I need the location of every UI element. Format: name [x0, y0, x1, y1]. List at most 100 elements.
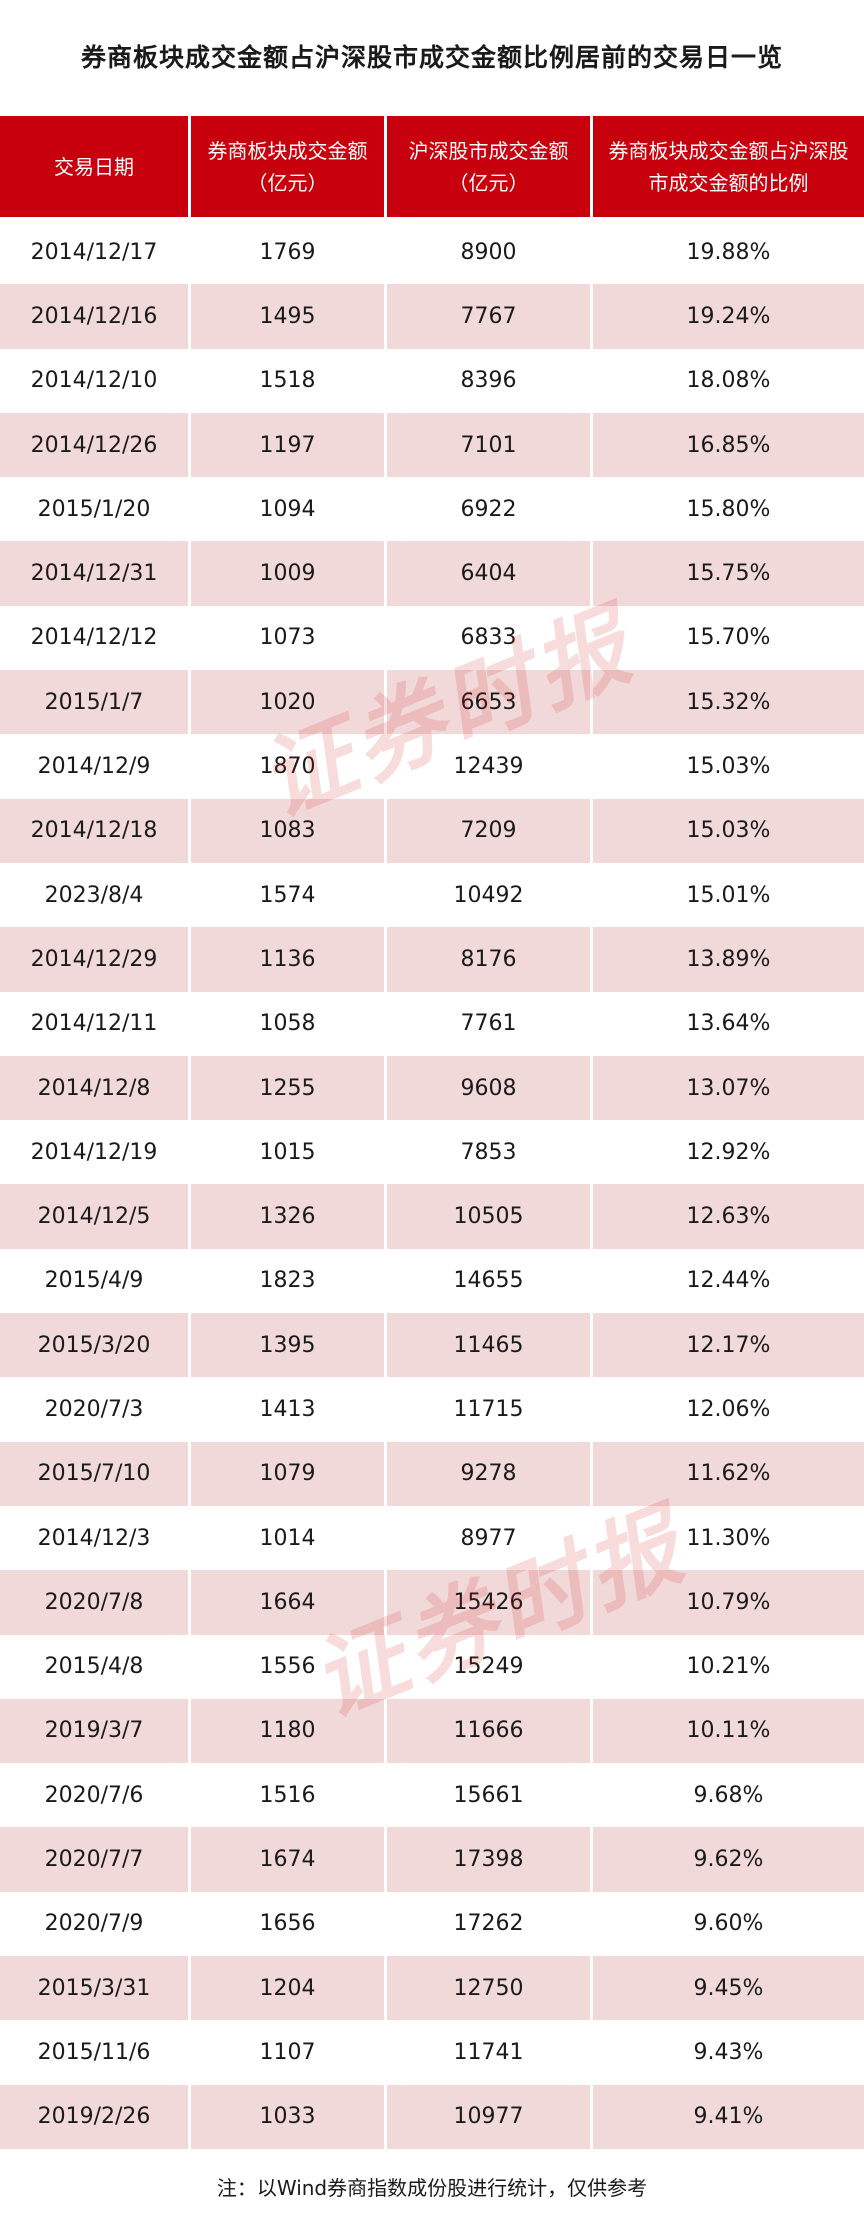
cell-trade-date: 2015/1/20 [0, 477, 191, 542]
cell-turnover-ratio: 12.44% [593, 1248, 864, 1314]
cell-broker-turnover: 1823 [191, 1248, 387, 1314]
table-row: 2015/4/8 1556 15249 10.21% [0, 1634, 864, 1699]
cell-market-turnover: 12750 [387, 1956, 593, 2021]
table-row: 2014/12/19 1015 7853 12.92% [0, 1120, 864, 1185]
table-row: 2019/2/26 1033 10977 9.41% [0, 2084, 864, 2149]
cell-turnover-ratio: 10.79% [593, 1570, 864, 1635]
table-row: 2015/1/7 1020 6653 15.32% [0, 670, 864, 735]
cell-trade-date: 2014/12/9 [0, 734, 191, 799]
table-row: 2014/12/8 1255 9608 13.07% [0, 1055, 864, 1121]
cell-market-turnover: 10492 [387, 862, 593, 928]
cell-turnover-ratio: 12.92% [593, 1120, 864, 1185]
table-row: 2020/7/3 1413 11715 12.06% [0, 1377, 864, 1442]
cell-market-turnover: 15661 [387, 1763, 593, 1828]
table-row: 2014/12/10 1518 8396 18.08% [0, 348, 864, 413]
cell-trade-date: 2019/3/7 [0, 1698, 191, 1764]
cell-broker-turnover: 1255 [191, 1055, 387, 1121]
cell-turnover-ratio: 15.75% [593, 541, 864, 606]
table-row: 2014/12/11 1058 7761 13.64% [0, 991, 864, 1056]
cell-broker-turnover: 1094 [191, 477, 387, 542]
cell-turnover-ratio: 9.41% [593, 2084, 864, 2149]
cell-market-turnover: 6404 [387, 541, 593, 606]
cell-broker-turnover: 1107 [191, 2020, 387, 2085]
table-row: 2014/12/31 1009 6404 15.75% [0, 541, 864, 606]
cell-trade-date: 2020/7/8 [0, 1570, 191, 1635]
cell-trade-date: 2014/12/10 [0, 348, 191, 413]
cell-trade-date: 2014/12/12 [0, 605, 191, 671]
cell-turnover-ratio: 9.43% [593, 2020, 864, 2085]
cell-turnover-ratio: 12.63% [593, 1184, 864, 1249]
cell-market-turnover: 8176 [387, 927, 593, 992]
table-row: 2015/1/20 1094 6922 15.80% [0, 477, 864, 542]
cell-market-turnover: 11465 [387, 1313, 593, 1378]
cell-turnover-ratio: 10.21% [593, 1634, 864, 1699]
cell-turnover-ratio: 10.11% [593, 1698, 864, 1764]
cell-turnover-ratio: 18.08% [593, 348, 864, 413]
cell-market-turnover: 6833 [387, 605, 593, 671]
table-row: 2020/7/8 1664 15426 10.79% [0, 1570, 864, 1635]
cell-turnover-ratio: 13.07% [593, 1055, 864, 1121]
cell-market-turnover: 7209 [387, 798, 593, 863]
cell-turnover-ratio: 13.64% [593, 991, 864, 1056]
table-row: 2014/12/29 1136 8176 13.89% [0, 927, 864, 992]
header-row: 交易日期 券商板块成交金额（亿元） 沪深股市成交金额（亿元） 券商板块成交金额占… [0, 116, 864, 220]
cell-trade-date: 2015/3/20 [0, 1313, 191, 1378]
cell-market-turnover: 15426 [387, 1570, 593, 1635]
cell-trade-date: 2015/4/8 [0, 1634, 191, 1699]
cell-market-turnover: 11715 [387, 1377, 593, 1442]
cell-broker-turnover: 1073 [191, 605, 387, 671]
cell-broker-turnover: 1136 [191, 927, 387, 992]
cell-trade-date: 2015/7/10 [0, 1441, 191, 1506]
cell-market-turnover: 9278 [387, 1441, 593, 1506]
table-row: 2020/7/9 1656 17262 9.60% [0, 1891, 864, 1957]
page-title: 券商板块成交金额占沪深股市成交金额比例居前的交易日一览 [80, 43, 783, 72]
table-row: 2014/12/9 1870 12439 15.03% [0, 734, 864, 799]
cell-market-turnover: 10505 [387, 1184, 593, 1249]
header-broker-turnover: 券商板块成交金额（亿元） [191, 116, 387, 220]
cell-trade-date: 2020/7/6 [0, 1763, 191, 1828]
table-row: 2019/3/7 1180 11666 10.11% [0, 1698, 864, 1764]
header-market-turnover: 沪深股市成交金额（亿元） [387, 116, 593, 220]
cell-trade-date: 2014/12/3 [0, 1505, 191, 1571]
cell-broker-turnover: 1664 [191, 1570, 387, 1635]
cell-trade-date: 2014/12/11 [0, 991, 191, 1056]
cell-turnover-ratio: 9.68% [593, 1763, 864, 1828]
data-table: 交易日期 券商板块成交金额（亿元） 沪深股市成交金额（亿元） 券商板块成交金额占… [0, 116, 864, 2149]
cell-trade-date: 2020/7/7 [0, 1827, 191, 1892]
cell-trade-date: 2020/7/3 [0, 1377, 191, 1442]
cell-broker-turnover: 1058 [191, 991, 387, 1056]
table-row: 2015/3/20 1395 11465 12.17% [0, 1313, 864, 1378]
table-row: 2014/12/17 1769 8900 19.88% [0, 220, 864, 285]
cell-trade-date: 2014/12/17 [0, 220, 191, 285]
cell-broker-turnover: 1870 [191, 734, 387, 799]
cell-market-turnover: 11741 [387, 2020, 593, 2085]
cell-market-turnover: 8900 [387, 220, 593, 285]
cell-trade-date: 2014/12/18 [0, 798, 191, 863]
cell-market-turnover: 7761 [387, 991, 593, 1056]
cell-trade-date: 2015/1/7 [0, 670, 191, 735]
cell-market-turnover: 17262 [387, 1891, 593, 1957]
table-row: 2015/7/10 1079 9278 11.62% [0, 1441, 864, 1506]
cell-trade-date: 2015/4/9 [0, 1248, 191, 1314]
cell-broker-turnover: 1518 [191, 348, 387, 413]
cell-market-turnover: 9608 [387, 1055, 593, 1121]
cell-market-turnover: 17398 [387, 1827, 593, 1892]
cell-broker-turnover: 1495 [191, 284, 387, 349]
table-row: 2020/7/6 1516 15661 9.68% [0, 1763, 864, 1828]
table-row: 2015/4/9 1823 14655 12.44% [0, 1248, 864, 1314]
cell-trade-date: 2014/12/31 [0, 541, 191, 606]
cell-broker-turnover: 1656 [191, 1891, 387, 1957]
table-row: 2014/12/5 1326 10505 12.63% [0, 1184, 864, 1249]
cell-trade-date: 2014/12/19 [0, 1120, 191, 1185]
table-row: 2014/12/18 1083 7209 15.03% [0, 798, 864, 863]
table-row: 2014/12/3 1014 8977 11.30% [0, 1505, 864, 1571]
cell-trade-date: 2014/12/5 [0, 1184, 191, 1249]
cell-turnover-ratio: 13.89% [593, 927, 864, 992]
cell-turnover-ratio: 12.06% [593, 1377, 864, 1442]
cell-market-turnover: 7101 [387, 412, 593, 478]
cell-trade-date: 2023/8/4 [0, 862, 191, 928]
table-row: 2014/12/26 1197 7101 16.85% [0, 412, 864, 478]
cell-broker-turnover: 1326 [191, 1184, 387, 1249]
cell-broker-turnover: 1020 [191, 670, 387, 735]
cell-turnover-ratio: 19.88% [593, 220, 864, 285]
